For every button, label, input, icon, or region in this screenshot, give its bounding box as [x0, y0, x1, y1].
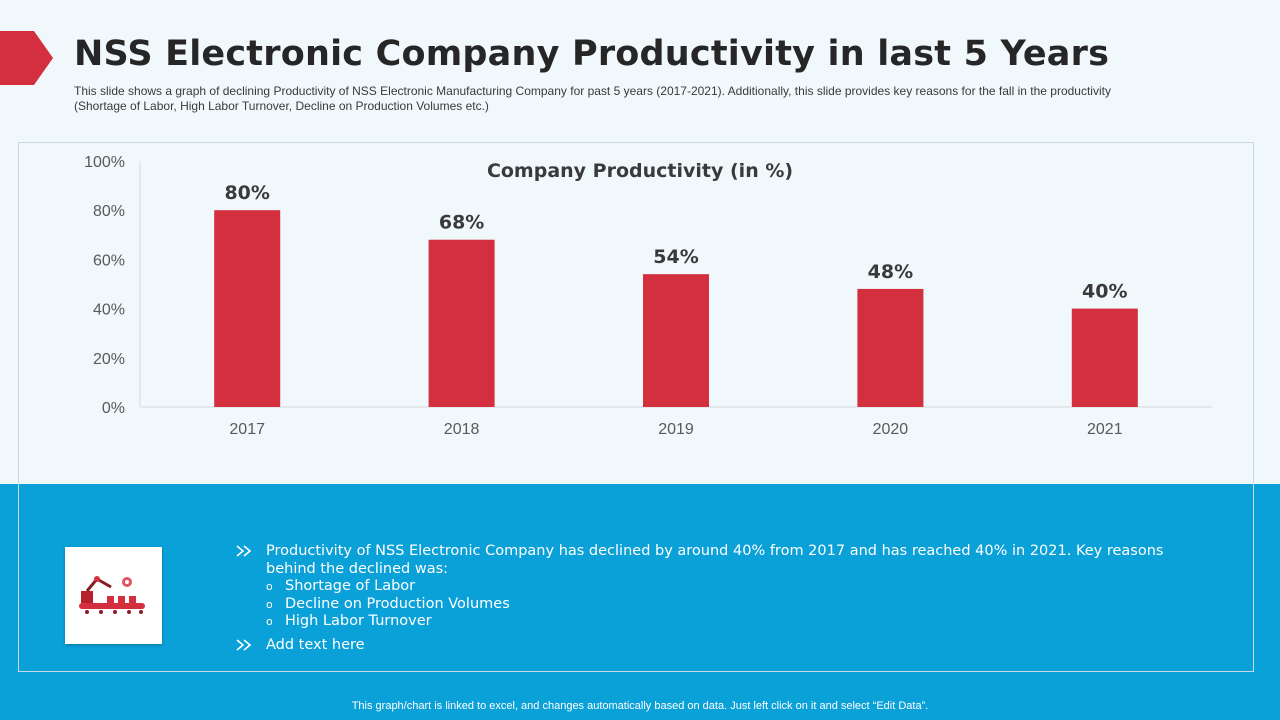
reason-item: o High Labor Turnover: [266, 613, 1196, 631]
y-tick-label: 0%: [102, 400, 125, 417]
x-tick-label: 2020: [873, 421, 909, 438]
reason-bullet: o: [266, 615, 273, 628]
footer-note: This graph/chart is linked to excel, and…: [351, 700, 929, 712]
note-add-text[interactable]: Add text here: [236, 636, 1196, 654]
reason-label: Decline on Production Volumes: [285, 595, 510, 612]
data-label: 48%: [868, 261, 913, 283]
bar: [1071, 308, 1138, 407]
note-main-text: Productivity of NSS Electronic Company h…: [266, 543, 1164, 577]
content-panel: [18, 142, 1254, 672]
bar: [428, 239, 495, 407]
y-tick-label: 100%: [84, 154, 125, 171]
y-tick-label: 40%: [93, 302, 125, 319]
productivity-bar-chart[interactable]: 0% 20% 40% 60% 80% 100% Company Productivity …: [0, 0, 1280, 480]
data-label: 80%: [224, 182, 269, 204]
x-tick-label: 2021: [1087, 421, 1123, 438]
y-tick-label: 60%: [93, 252, 125, 269]
icon-card: [65, 547, 162, 644]
chart-title: Company Productivity (in %): [487, 160, 793, 182]
reason-label: Shortage of Labor: [285, 578, 416, 594]
add-text-placeholder[interactable]: Add text here: [266, 636, 365, 653]
reasons-list: o Shortage of Labor o Decline on Productio…: [266, 578, 1196, 631]
note-main: Productivity of NSS Electronic Company h…: [236, 542, 1196, 631]
bar: [214, 210, 281, 407]
x-tick-label: 2018: [444, 421, 480, 438]
y-tick-label: 80%: [93, 203, 125, 220]
x-tick-label: 2017: [229, 421, 265, 438]
data-label: 54%: [653, 246, 698, 268]
bar: [643, 274, 709, 407]
reason-bullet: o: [266, 580, 273, 593]
reason-item: o Decline on Production Volumes: [266, 596, 1196, 614]
page-title: NSS Electronic Company Productivity in l…: [74, 34, 1110, 74]
page-subtitle: This slide shows a graph of declining Pr…: [74, 84, 1111, 113]
x-tick-label: 2019: [658, 421, 694, 438]
bar: [857, 288, 924, 407]
reason-item: o Shortage of Labor: [266, 578, 1196, 596]
title-accent-arrow: [0, 31, 53, 85]
reason-label: High Labor Turnover: [285, 613, 432, 629]
reason-bullet: o: [266, 597, 273, 611]
blue-band-background: [0, 484, 1280, 720]
data-label: 68%: [439, 212, 484, 234]
y-tick-label: 20%: [93, 351, 125, 368]
double-chevron-icon: [236, 638, 252, 651]
double-chevron-icon: [236, 545, 252, 557]
data-label: 40%: [1082, 281, 1127, 303]
notes-section: Productivity of NSS Electronic Company h…: [236, 542, 1196, 654]
robotic-arm-assembly-icon: [79, 576, 145, 614]
